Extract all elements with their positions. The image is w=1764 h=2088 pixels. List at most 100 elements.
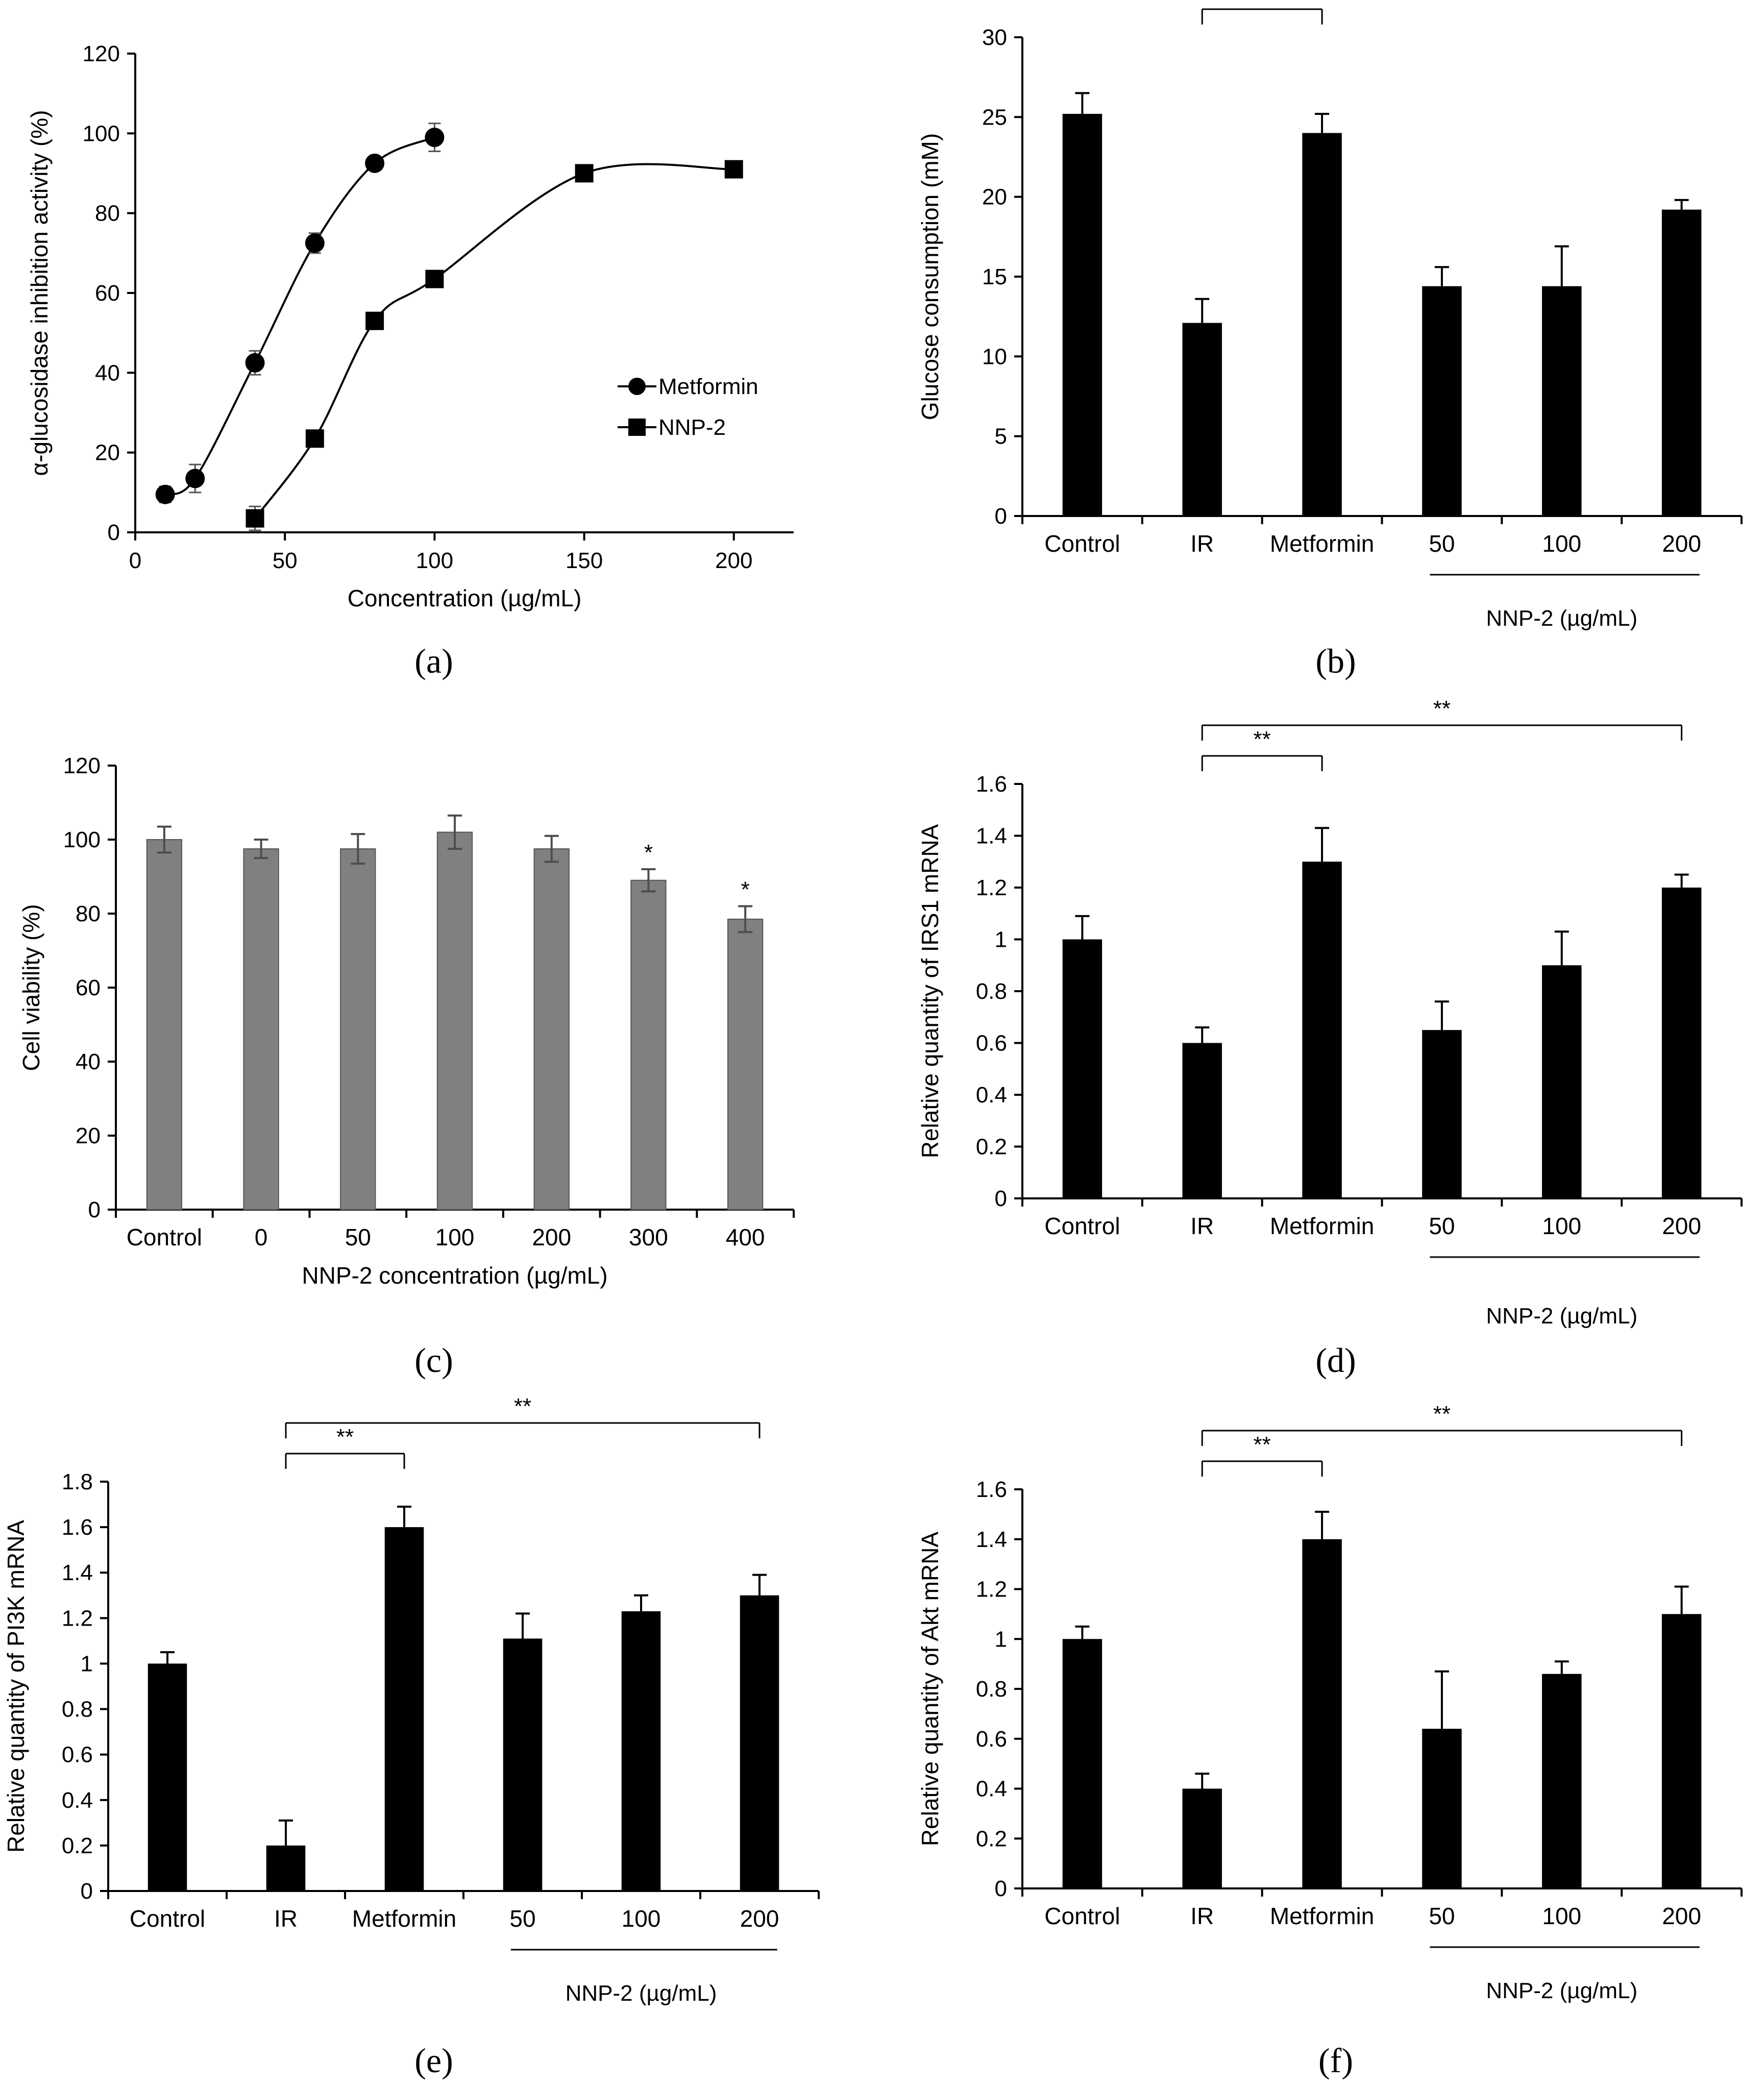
significance-label: **	[1254, 0, 1271, 5]
y-tick-label: 1.2	[976, 1577, 1007, 1602]
x-tick-label: 200	[1662, 530, 1701, 557]
x-tick-label: 100	[1542, 1213, 1581, 1239]
bar	[1661, 888, 1702, 1198]
data-point	[365, 311, 384, 330]
data-point	[305, 429, 324, 448]
y-tick-label: 1.2	[976, 875, 1007, 900]
x-tick-label: 200	[715, 548, 752, 573]
x-tick-label: IR	[1190, 1903, 1214, 1929]
x-tick-label: IR	[274, 1905, 298, 1932]
y-tick-label: 120	[83, 41, 120, 66]
x-tick-label: 50	[345, 1224, 371, 1250]
bar	[340, 848, 376, 1210]
x-tick-label: 100	[1542, 1903, 1581, 1929]
group-label: NNP-2 (µg/mL)	[1486, 606, 1637, 631]
bar	[533, 848, 570, 1210]
x-tick-label: Metformin	[1270, 1213, 1374, 1239]
y-tick-label: 0	[108, 520, 120, 545]
y-tick-label: 1.6	[62, 1515, 93, 1540]
y-tick-label: 20	[76, 1123, 101, 1148]
x-tick-label: 0	[129, 548, 141, 573]
group-label: NNP-2 (µg/mL)	[1486, 1978, 1637, 2003]
data-point	[425, 269, 444, 288]
y-tick-label: 30	[982, 25, 1007, 50]
y-axis-label: Glucose consumption (mM)	[917, 133, 943, 420]
bar	[1302, 1539, 1342, 1888]
bar	[740, 1595, 779, 1891]
y-axis-label: Relative quantity of Akt mRNA	[917, 1532, 943, 1846]
significance-star: *	[741, 877, 750, 902]
x-tick-label: 50	[1429, 1213, 1455, 1239]
panel-e-bar-chart: 0 0.2 0.4 0.6 0.8 1 1.2 1.4 1.6 1.8 Control IR Metfo…	[3, 1394, 820, 2080]
y-tick-label: 60	[95, 281, 120, 306]
y-tick-label: 60	[76, 975, 101, 1000]
y-tick-label: 5	[995, 424, 1007, 449]
legend-marker	[628, 419, 646, 436]
bar	[1182, 1788, 1222, 1888]
bar	[1302, 862, 1342, 1198]
significance-label: **	[336, 1424, 354, 1450]
y-axis-label: Relative quantity of PI3K mRNA	[3, 1520, 29, 1853]
bar	[243, 848, 279, 1210]
legend-marker	[628, 378, 646, 395]
x-tick-label: Control	[127, 1224, 202, 1250]
y-tick-label: 0.8	[976, 1677, 1007, 1702]
y-tick-label: 0.4	[62, 1788, 93, 1813]
x-tick-label: Metformin	[352, 1905, 456, 1932]
x-tick-label: IR	[1190, 1213, 1214, 1239]
bar	[1422, 286, 1462, 516]
y-tick-label: 0	[995, 504, 1007, 529]
y-tick-label: 0	[88, 1197, 101, 1222]
bar	[266, 1845, 306, 1891]
bar	[1542, 286, 1582, 516]
y-tick-label: 15	[982, 264, 1007, 289]
y-tick-label: 20	[95, 440, 120, 465]
y-tick-label: 1.2	[62, 1606, 93, 1631]
bar	[436, 831, 473, 1210]
x-tick-label: Control	[1044, 1213, 1120, 1239]
panel-caption: (d)	[1315, 1341, 1356, 1380]
x-tick-label: 50	[273, 548, 298, 573]
y-tick-label: 1.4	[62, 1560, 93, 1585]
y-tick-label: 1.6	[976, 1477, 1007, 1502]
significance-label: **	[1433, 1402, 1451, 1427]
legend-label: Metformin	[658, 374, 758, 399]
bar	[1062, 939, 1102, 1198]
y-tick-label: 0.2	[976, 1826, 1007, 1851]
y-tick-label: 1	[81, 1651, 93, 1676]
x-tick-label: Metformin	[1270, 1903, 1374, 1929]
y-tick-label: 0.8	[62, 1697, 93, 1722]
bar	[1062, 1639, 1102, 1888]
significance-label: **	[514, 1394, 531, 1419]
y-tick-label: 0.8	[976, 979, 1007, 1004]
bar	[384, 1527, 424, 1891]
bar	[1661, 209, 1702, 516]
x-axis-label: Concentration (µg/mL)	[348, 585, 582, 611]
significance-label: **	[1254, 1432, 1271, 1457]
y-tick-label: 0	[995, 1876, 1007, 1901]
x-tick-label: Metformin	[1270, 530, 1374, 557]
x-tick-label: 100	[622, 1905, 661, 1932]
y-tick-label: 25	[982, 105, 1007, 130]
significance-star: *	[644, 840, 653, 865]
panel-caption: (a)	[414, 642, 453, 680]
x-tick-label: 50	[1429, 530, 1455, 557]
series-line	[254, 163, 734, 519]
y-tick-label: 10	[982, 344, 1007, 369]
x-axis-label: NNP-2 concentration (µg/mL)	[302, 1262, 607, 1289]
panel-caption: (c)	[414, 1341, 453, 1380]
data-point	[724, 160, 743, 179]
bar	[146, 839, 183, 1210]
panel-caption: (f)	[1318, 2041, 1353, 2080]
y-tick-label: 0.6	[62, 1742, 93, 1767]
y-axis-label: Cell viability (%)	[18, 904, 44, 1071]
y-tick-label: 1	[995, 1627, 1007, 1652]
bar	[1661, 1614, 1702, 1888]
x-tick-label: 100	[435, 1224, 475, 1250]
x-tick-label: IR	[1190, 530, 1214, 557]
panel-d-bar-chart: 0 0.2 0.4 0.6 0.8 1 1.2 1.4 1.6 Control IR Metformi…	[917, 696, 1743, 1380]
y-tick-label: 40	[76, 1049, 101, 1074]
panel-f-bar-chart: 0 0.2 0.4 0.6 0.8 1 1.2 1.4 1.6 Control IR Metformi…	[917, 1402, 1743, 2080]
x-tick-label: 400	[726, 1224, 765, 1250]
